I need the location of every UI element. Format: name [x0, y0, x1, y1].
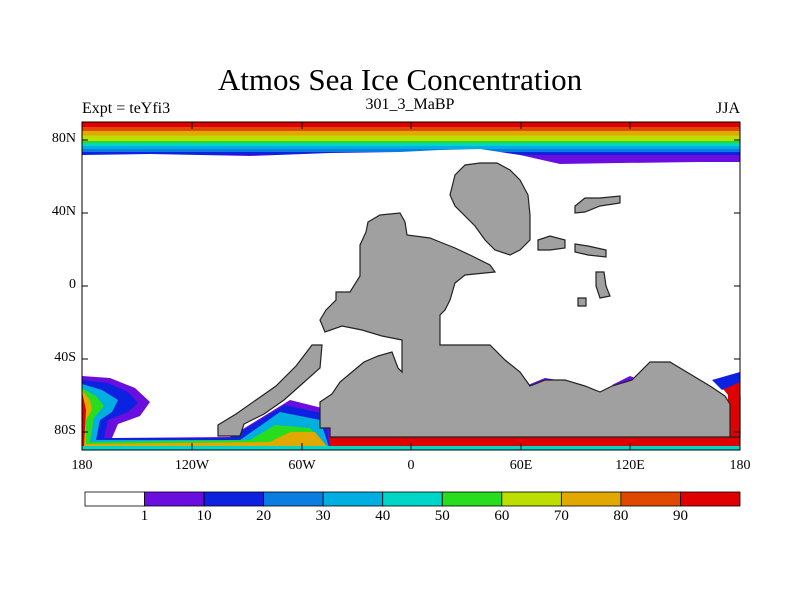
- land-island: [537, 235, 566, 251]
- x-tick-label: 0: [407, 458, 415, 473]
- x-tick-label: 60W: [288, 458, 316, 473]
- x-tick-label: 180: [71, 458, 93, 473]
- y-tick-label: 80S: [54, 423, 76, 438]
- colorbar-cell: [203, 491, 265, 507]
- colorbar-label: 80: [613, 508, 629, 524]
- y-tick-label: 80N: [51, 131, 76, 146]
- colorbar-cell: [322, 491, 384, 507]
- x-tick-label: 120E: [615, 458, 645, 473]
- axis-ticks: [82, 122, 740, 450]
- colorbar-cell: [84, 491, 145, 507]
- y-tick-label: 0: [69, 277, 76, 292]
- period-label: 301_3_MaBP: [365, 96, 455, 113]
- colorbar-cell: [680, 491, 741, 507]
- land-island: [577, 297, 587, 307]
- y-tick-label: 40N: [51, 204, 76, 219]
- x-tick-label: 180: [729, 458, 751, 473]
- land-island: [574, 243, 607, 258]
- colorbar-cell: [441, 491, 503, 507]
- colorbar-label: 90: [672, 508, 688, 524]
- colorbar-label: 50: [434, 508, 450, 524]
- season-label: JJA: [715, 100, 740, 117]
- land-peninsula: [217, 344, 323, 437]
- arctic-sea-ice: [82, 122, 740, 164]
- colorbar-label: 70: [553, 508, 569, 524]
- colorbar-cell: [144, 491, 205, 507]
- x-tick-label: 120W: [174, 458, 210, 473]
- colorbar-label: 20: [256, 508, 272, 524]
- colorbar-label: 1: [140, 508, 149, 524]
- colorbar-label: 40: [375, 508, 391, 524]
- land-island: [595, 271, 611, 299]
- colorbar: [84, 491, 741, 507]
- colorbar-label: 30: [315, 508, 331, 524]
- plot-title: Atmos Sea Ice Concentration: [217, 62, 583, 97]
- experiment-label: Expt = teYfi3: [82, 100, 171, 117]
- land-eurasia: [449, 162, 531, 256]
- colorbar-cell: [501, 491, 562, 507]
- y-tick-label: 40S: [54, 350, 76, 365]
- colorbar-label: 60: [494, 508, 510, 524]
- colorbar-cell: [263, 491, 324, 507]
- land-main-continent: [319, 212, 741, 438]
- x-tick-label: 60E: [509, 458, 533, 473]
- colorbar-cell: [620, 491, 681, 507]
- colorbar-cell: [382, 491, 443, 507]
- land-masses: [217, 162, 741, 438]
- colorbar-label: 10: [196, 508, 212, 524]
- land-island: [574, 195, 621, 214]
- colorbar-cell: [560, 491, 622, 507]
